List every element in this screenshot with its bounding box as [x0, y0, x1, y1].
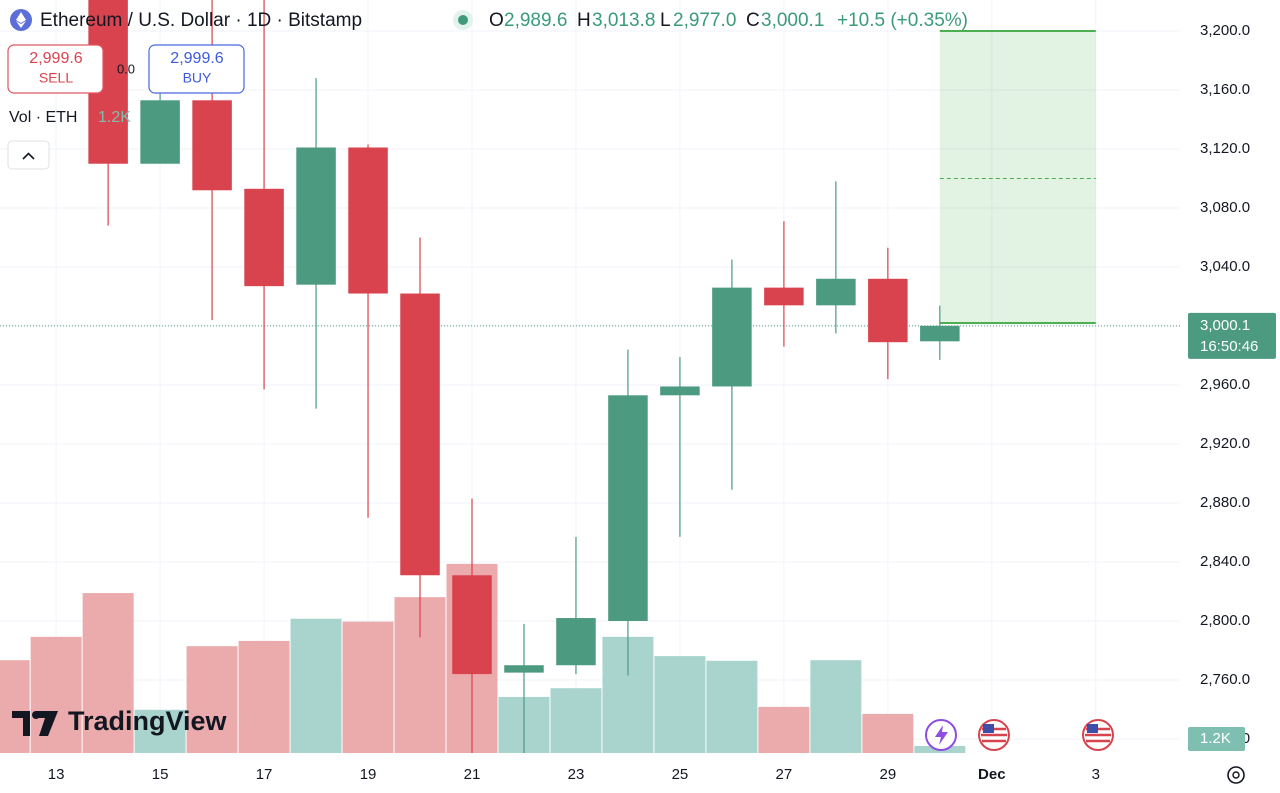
x-tick-label: 21	[464, 766, 481, 783]
ohlc-value: 3,013.8	[592, 10, 655, 31]
ohlc-change: +10.5 (+0.35%)	[837, 10, 968, 31]
volume-bar	[82, 593, 134, 753]
y-tick-label: 2,920.0	[1200, 435, 1250, 452]
y-tick-label: 3,200.0	[1200, 22, 1250, 39]
candle-body	[296, 147, 336, 285]
x-tick-label: 19	[360, 766, 377, 783]
axis-layer: 3,200.0 3,160.0 3,120.0 3,080.0 3,040.0 3,000…	[48, 22, 1276, 783]
volume-bar	[810, 660, 862, 753]
ohlc-value: 3,000.1	[761, 10, 824, 31]
y-tick-label: 2,800.0	[1200, 612, 1250, 629]
candle-body	[244, 188, 284, 287]
x-tick-label: 29	[880, 766, 897, 783]
flag-canton	[983, 724, 994, 733]
volume-layer	[0, 563, 966, 753]
buy-button[interactable]: 2,999.6 BUY	[148, 44, 245, 94]
status-dot	[458, 15, 468, 25]
watermark-text: TradingView	[68, 706, 228, 736]
volume-legend: Vol · ETH	[9, 109, 77, 126]
y-tick-label: 3,080.0	[1200, 199, 1250, 216]
overlay: Ethereum / U.S. Dollar · 1D · Bitstamp O…	[7, 9, 1245, 784]
volume-bar	[706, 660, 758, 753]
candle-body	[816, 278, 856, 306]
event-glyph	[935, 725, 948, 745]
ohlc-label: C	[746, 10, 760, 31]
settings-icon[interactable]	[1227, 766, 1245, 784]
volume-tag-label: 1.2K	[1200, 730, 1231, 747]
sell-button[interactable]: 2,999.6 SELL	[7, 44, 104, 94]
volume-bar	[550, 688, 602, 753]
ohlc-value: 2,977.0	[673, 10, 736, 31]
y-tick-label: 3,120.0	[1200, 140, 1250, 157]
candle-body	[504, 665, 544, 673]
volume-legend-value: 1.2K	[98, 109, 131, 126]
candle-body	[660, 386, 700, 396]
candle-layer	[88, 0, 960, 753]
spread: 0.0	[117, 61, 135, 76]
buy-label[interactable]: BUY	[183, 70, 212, 86]
position-layer	[0, 29, 1180, 327]
candle-body	[452, 575, 492, 675]
logo-dot	[32, 711, 40, 719]
x-tick-label: 27	[776, 766, 793, 783]
volume-bar	[342, 621, 394, 753]
buy-box[interactable]	[148, 44, 245, 94]
candle-body	[348, 147, 388, 294]
candle-body	[608, 395, 648, 621]
countdown-label: 16:50:46	[1200, 338, 1258, 355]
x-tick-label: Dec	[978, 766, 1006, 783]
x-tick-label: 17	[256, 766, 273, 783]
watermark: TradingView	[12, 706, 228, 736]
candle-body	[764, 287, 804, 306]
volume-bar	[238, 640, 290, 753]
logo-glyph	[12, 711, 58, 736]
sell-box[interactable]	[7, 44, 104, 94]
sell-price[interactable]: 2,999.6	[29, 50, 82, 67]
ohlc-label: L	[660, 10, 671, 31]
candle-body	[920, 325, 960, 342]
volume-bar	[758, 706, 810, 753]
y-tick-label: 2,960.0	[1200, 376, 1250, 393]
buy-price[interactable]: 2,999.6	[170, 50, 223, 67]
settings-hub[interactable]	[1232, 771, 1240, 779]
candle-body	[868, 278, 908, 343]
position-target-zone	[939, 30, 1096, 324]
eth-glyph	[16, 12, 26, 28]
x-tick-label: 15	[152, 766, 169, 783]
x-tick-label: 13	[48, 766, 65, 783]
flag-canton	[1087, 724, 1098, 733]
x-tick-label: 25	[672, 766, 689, 783]
last-price-tag	[1188, 312, 1276, 359]
candle-body	[192, 100, 232, 191]
ohlc-value: 2,989.6	[504, 10, 567, 31]
y-tick-label: 2,760.0	[1200, 671, 1250, 688]
y-tick-label: 3,040.0	[1200, 258, 1250, 275]
candle-body	[712, 287, 752, 387]
candle-body	[556, 618, 596, 666]
volume-bar	[654, 656, 706, 753]
x-tick-label: 3	[1092, 766, 1100, 783]
candle-body	[400, 293, 440, 576]
volume-bar	[186, 646, 238, 753]
volume-bar	[30, 636, 82, 753]
ohlc-label: O	[489, 10, 504, 31]
volume-bar	[290, 618, 342, 753]
x-tick-label: 23	[568, 766, 585, 783]
last-price-label: 3,000.1	[1200, 317, 1250, 334]
collapse-button[interactable]	[7, 140, 50, 170]
chart-title: Ethereum / U.S. Dollar · 1D · Bitstamp	[40, 10, 362, 31]
volume-tag	[1188, 726, 1245, 751]
y-tick-label: 2,880.0	[1200, 494, 1250, 511]
collapse-box[interactable]	[7, 140, 50, 170]
sell-label[interactable]: SELL	[39, 70, 73, 86]
collapse-chevron[interactable]	[22, 152, 35, 160]
volume-bar	[862, 713, 914, 753]
volume-bar	[134, 709, 186, 753]
ohlc-label: H	[577, 10, 591, 31]
candle-body	[140, 100, 180, 164]
y-tick-label: 2,840.0	[1200, 553, 1250, 570]
volume-bar	[0, 660, 30, 753]
y-tick-label: 3,160.0	[1200, 81, 1250, 98]
